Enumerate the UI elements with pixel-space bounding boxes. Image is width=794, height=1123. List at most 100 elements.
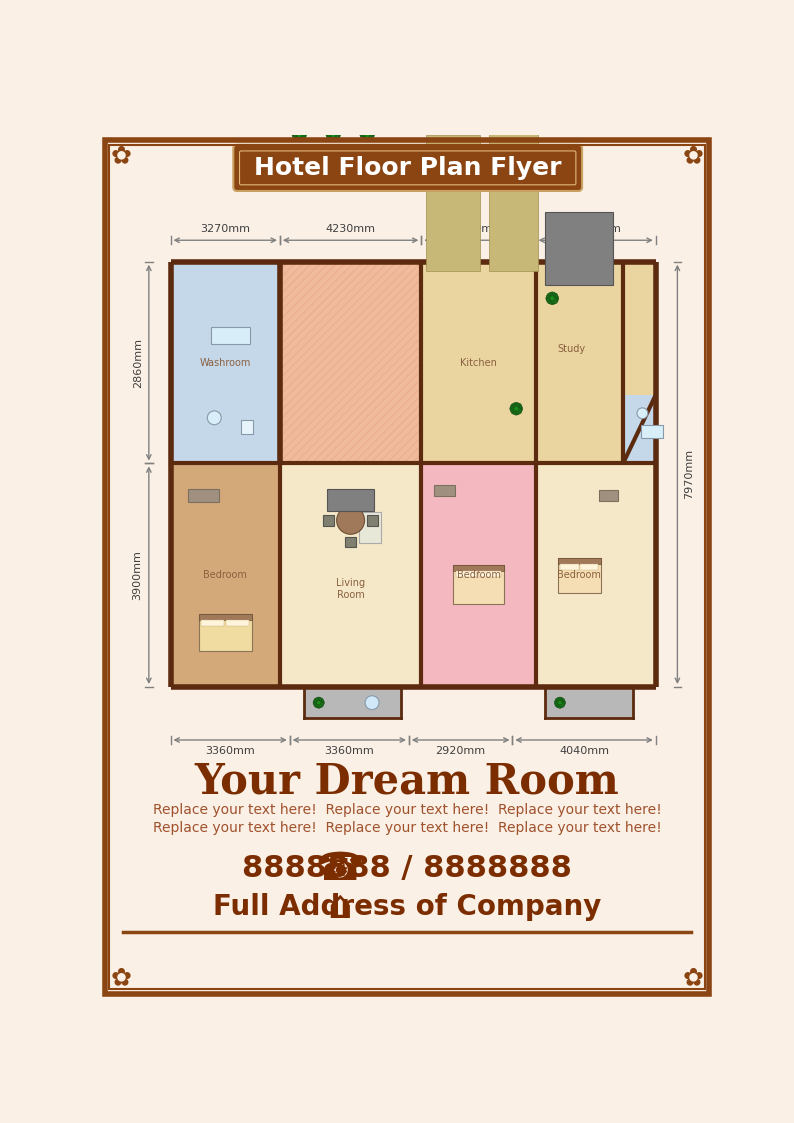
Bar [198,613,252,620]
Circle shape [316,697,322,703]
Circle shape [207,411,222,424]
Circle shape [637,408,648,419]
Circle shape [360,131,368,138]
Bar [327,490,374,511]
Circle shape [560,700,565,705]
Circle shape [292,131,299,138]
Circle shape [364,131,370,137]
Circle shape [318,697,324,704]
Circle shape [513,402,519,409]
Bar [536,464,656,687]
Text: 2860mm: 2860mm [133,338,143,387]
Circle shape [557,702,563,709]
Bar [580,564,599,570]
Bar [359,512,381,542]
Circle shape [367,131,375,138]
Circle shape [361,128,368,136]
Circle shape [365,696,379,710]
Circle shape [361,134,368,141]
Circle shape [545,295,553,302]
Text: Full Address of Company: Full Address of Company [213,893,601,921]
Text: Study: Study [557,345,585,355]
Text: 3590mm: 3590mm [571,225,621,234]
Circle shape [551,298,558,304]
Text: Bedroom: Bedroom [457,570,500,581]
Circle shape [313,700,319,705]
Bar [345,493,356,504]
Bar [434,485,456,496]
Circle shape [316,702,322,709]
Circle shape [555,697,561,704]
Bar [171,464,279,687]
Bar [211,327,250,344]
Circle shape [549,298,556,304]
Text: 8888888 / 8888888: 8888888 / 8888888 [242,855,572,883]
Bar [198,613,252,650]
Bar [241,420,253,433]
Circle shape [317,701,321,705]
FancyBboxPatch shape [233,145,582,191]
Circle shape [516,405,522,412]
Circle shape [293,128,301,136]
Bar [304,687,401,719]
Bar [279,262,422,464]
Text: Washroom: Washroom [199,357,251,367]
Circle shape [318,702,324,707]
Text: 3900mm: 3900mm [133,550,143,600]
Circle shape [299,131,306,138]
Circle shape [330,131,336,137]
Bar [453,565,503,572]
Bar [226,620,249,626]
Bar [279,262,422,464]
Circle shape [549,292,556,299]
Bar [480,572,501,577]
Circle shape [515,403,522,410]
Text: Hotel Floor Plan Flyer: Hotel Floor Plan Flyer [254,156,561,180]
Bar [279,464,422,687]
Text: ✿: ✿ [682,966,703,989]
Bar [536,262,656,464]
Bar [323,515,334,526]
Circle shape [364,127,371,135]
Text: 4040mm: 4040mm [559,746,609,756]
Circle shape [330,127,337,135]
Text: ⌂: ⌂ [327,888,352,926]
Text: ✿: ✿ [110,145,132,168]
Text: 3360mm: 3360mm [325,746,374,756]
Bar [171,262,279,464]
Circle shape [326,131,333,138]
Text: Your Dream Room: Your Dream Room [195,760,619,803]
Circle shape [551,293,558,300]
Text: Bedroom: Bedroom [557,570,601,581]
Circle shape [327,128,334,136]
Circle shape [295,127,303,135]
Circle shape [511,403,518,410]
Circle shape [298,134,306,141]
Circle shape [535,51,540,55]
Circle shape [547,298,553,304]
Text: Replace your text here!  Replace your text here!  Replace your text here!: Replace your text here! Replace your tex… [152,821,661,834]
Text: 3360mm: 3360mm [206,746,255,756]
Bar [453,565,503,603]
Circle shape [332,128,340,136]
Bar [426,135,480,271]
Text: Replace your text here!  Replace your text here!  Replace your text here!: Replace your text here! Replace your tex… [152,803,661,818]
Bar [345,537,356,547]
Circle shape [337,506,364,535]
Circle shape [557,701,562,705]
Circle shape [364,135,371,141]
Bar [422,464,536,687]
Bar [599,490,618,501]
Bar [642,426,663,438]
Bar [422,262,536,464]
Circle shape [332,134,340,141]
Circle shape [554,700,561,705]
Circle shape [514,407,518,411]
Text: ☎: ☎ [315,850,364,887]
Bar [623,395,656,464]
Circle shape [314,697,320,704]
Text: ✿: ✿ [110,966,132,989]
Bar [188,489,219,502]
Circle shape [327,134,334,141]
Bar [201,620,225,626]
